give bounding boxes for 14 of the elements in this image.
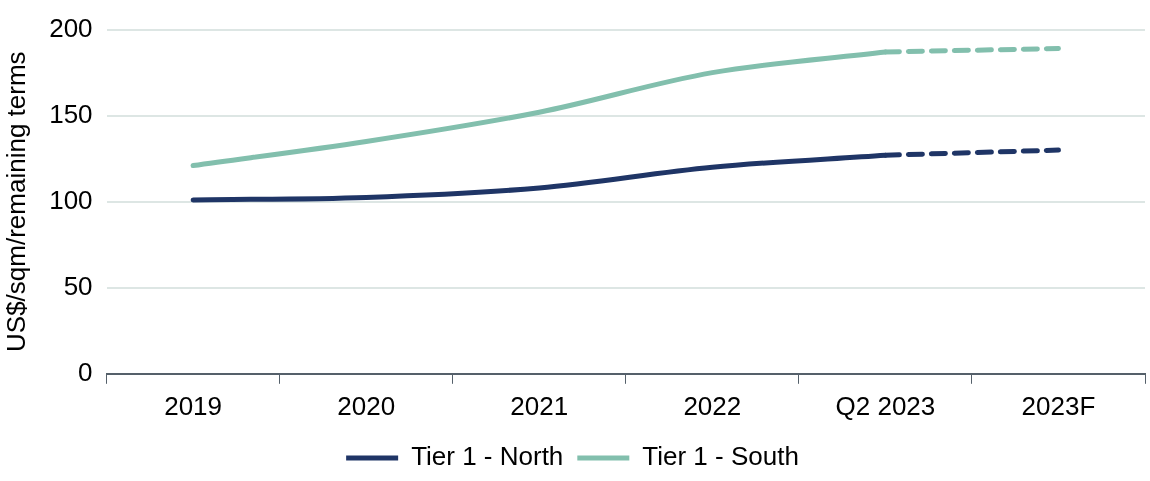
x-tick-label: 2019 [164,390,223,421]
legend-label: Tier 1 - North [411,441,564,472]
x-tick-label: 2021 [510,390,569,421]
y-tick-label: 50 [63,270,93,301]
x-tick-label: 2022 [683,390,742,421]
y-tick-label: 0 [78,356,93,387]
y-tick-label: 150 [49,98,93,129]
x-tick-label: 2023F [1021,390,1096,421]
y-axis-title: US$/sqm/remaining terms [0,51,31,352]
x-tick-label: 2020 [337,390,396,421]
y-tick-label: 100 [49,184,93,215]
legend-label: Tier 1 - South [642,441,799,472]
x-tick-label: Q2 2023 [835,390,936,421]
y-tick-label: 200 [49,12,93,43]
